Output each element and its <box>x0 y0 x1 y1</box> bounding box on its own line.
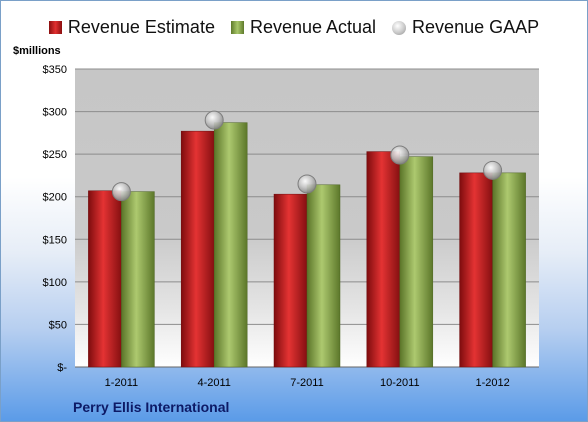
marker-revenue-gaap <box>111 182 131 202</box>
legend-label-gaap: Revenue GAAP <box>412 17 540 37</box>
y-tick-label: $250 <box>43 149 67 161</box>
bar-revenue-actual <box>306 184 341 368</box>
x-tick-label: 10-2011 <box>380 377 420 389</box>
y-tick-label: $150 <box>43 234 67 246</box>
x-tick-label: 1-2012 <box>475 377 509 389</box>
legend-item-actual: Revenue Actual <box>230 17 377 38</box>
bar-revenue-actual <box>399 156 434 368</box>
marker-revenue-gaap <box>297 174 317 194</box>
y-tick-label: $100 <box>43 277 67 289</box>
y-tick-label: $- <box>57 362 67 374</box>
bar-revenue-estimate <box>459 172 493 368</box>
legend-label-estimate: Revenue Estimate <box>67 17 215 37</box>
x-tick-label: 1-2011 <box>105 377 138 389</box>
legend-swatch-actual <box>230 21 244 34</box>
company-name: Perry Ellis International <box>73 399 230 415</box>
y-tick-label: $300 <box>43 107 67 119</box>
legend-item-estimate: Revenue Estimate <box>48 17 215 38</box>
marker-revenue-gaap <box>483 160 503 180</box>
bar-revenue-actual <box>492 172 526 368</box>
bar-revenue-estimate <box>180 130 215 368</box>
y-tick-label: $350 <box>43 64 67 76</box>
marker-revenue-gaap <box>204 110 224 130</box>
legend-item-gaap: Revenue GAAP <box>392 17 539 38</box>
bar-revenue-actual <box>121 191 155 368</box>
legend-swatch-gaap <box>392 20 407 35</box>
y-tick-label: $200 <box>43 192 67 204</box>
bar-revenue-actual <box>213 122 248 368</box>
legend-swatch-estimate <box>48 21 62 34</box>
marker-revenue-gaap <box>390 145 410 165</box>
legend-label-actual: Revenue Actual <box>249 17 377 37</box>
bar-revenue-estimate <box>88 190 122 368</box>
bar-revenue-estimate <box>366 151 401 368</box>
legend: Revenue Estimate Revenue Actual Revenue … <box>1 17 587 38</box>
x-tick-label: 4-2011 <box>197 377 230 389</box>
y-tick-label: $50 <box>49 319 67 331</box>
y-axis-unit-label: $millions <box>13 45 61 57</box>
bar-revenue-estimate <box>273 193 308 368</box>
x-tick-label: 7-2011 <box>290 377 323 389</box>
